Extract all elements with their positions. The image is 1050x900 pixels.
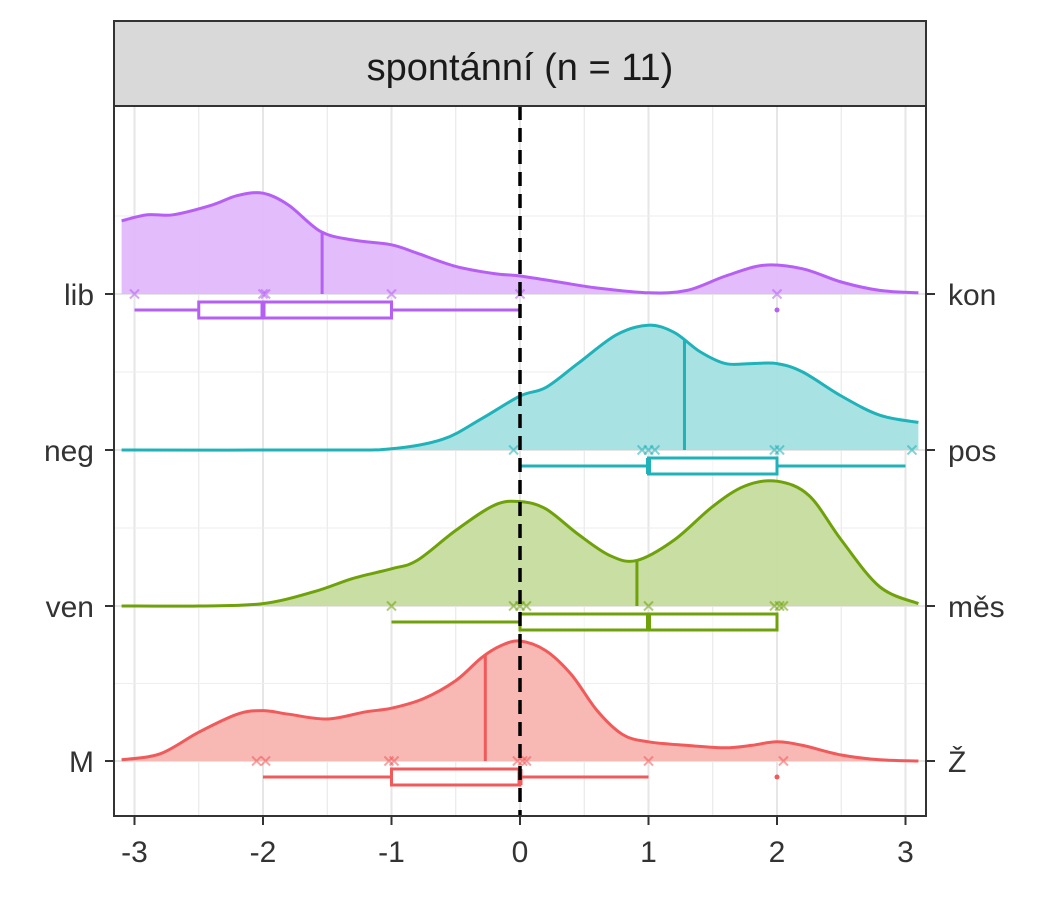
strip: spontánní (n = 11): [113, 20, 927, 107]
point-stroke: [774, 444, 785, 456]
data-point: [388, 755, 400, 767]
data-point: [643, 755, 654, 767]
strip-background: [113, 20, 927, 107]
data-point: [906, 444, 918, 456]
point-stroke: [778, 600, 789, 612]
x-tick-label: -2: [250, 836, 277, 869]
data-point: [129, 288, 140, 300]
point-stroke: [778, 755, 789, 767]
data-point: [774, 600, 785, 612]
x-tick-label: 1: [640, 836, 657, 869]
plot-panel: [113, 105, 927, 817]
density-line: [121, 191, 919, 295]
point-stroke: [521, 755, 532, 767]
point-stroke: [260, 288, 271, 300]
box: [197, 300, 393, 320]
point-stroke: [906, 444, 918, 456]
point-stroke: [260, 755, 271, 767]
data-point: [260, 288, 271, 300]
data-point: [386, 288, 397, 300]
y-tick-label-right: kon: [948, 279, 996, 312]
data-point: [260, 755, 271, 767]
point-stroke: [386, 288, 397, 300]
data-point: [778, 755, 789, 767]
data-point: [771, 288, 783, 300]
density-area: [121, 480, 919, 607]
point-stroke: [508, 444, 519, 456]
data-point: [649, 444, 661, 456]
data-point: [778, 600, 789, 612]
point-stroke: [649, 444, 661, 456]
y-tick-label-right: pos: [948, 435, 996, 468]
point-stroke: [257, 288, 269, 300]
x-tick-label: 2: [769, 836, 786, 869]
y-tick-label-left: M: [69, 746, 94, 779]
ridge-lib: [121, 191, 919, 320]
y-tick-label-left: ven: [46, 591, 94, 624]
outlier-point: [774, 774, 780, 780]
data-point: [508, 444, 519, 456]
point-stroke: [517, 755, 528, 767]
box: [647, 456, 779, 476]
density-line: [121, 323, 919, 452]
point-stroke: [643, 600, 654, 612]
point-stroke: [251, 755, 262, 767]
x-tick-label: -3: [121, 836, 148, 869]
y-tick-label-left: lib: [64, 279, 94, 312]
ridge-neg: [121, 323, 919, 476]
point-stroke: [771, 288, 783, 300]
point-stroke: [774, 600, 785, 612]
box: [390, 767, 522, 787]
x-tick-label: 0: [512, 836, 529, 869]
x-tick-label: -1: [378, 836, 405, 869]
data-point: [774, 444, 785, 456]
data-point: [643, 600, 654, 612]
point-stroke: [521, 600, 532, 612]
y-tick-label-right: Ž: [948, 746, 966, 779]
y-tick-label-left: neg: [44, 435, 94, 468]
strip-title: spontánní (n = 11): [367, 47, 674, 89]
data-point: [257, 288, 269, 300]
data-point: [521, 600, 532, 612]
x-tick-label: 3: [897, 836, 914, 869]
y-tick-label-right: měs: [948, 591, 1005, 624]
data-point: [251, 755, 262, 767]
outlier-point: [774, 307, 780, 313]
point-stroke: [388, 755, 400, 767]
density-line: [121, 479, 919, 608]
density-area: [121, 325, 919, 451]
point-stroke: [386, 600, 397, 612]
point-stroke: [643, 755, 654, 767]
data-point: [517, 755, 528, 767]
ridge-ven: [121, 479, 919, 632]
data-point: [521, 755, 532, 767]
point-stroke: [129, 288, 140, 300]
data-point: [386, 600, 397, 612]
